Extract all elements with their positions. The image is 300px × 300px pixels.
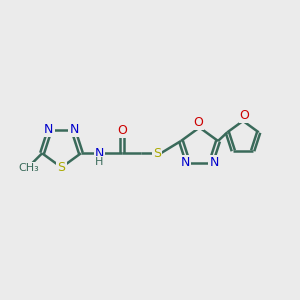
Text: O: O: [193, 116, 203, 129]
Text: H: H: [95, 157, 104, 167]
Text: N: N: [95, 147, 104, 160]
Text: N: N: [69, 123, 79, 136]
Text: CH₃: CH₃: [19, 163, 40, 173]
Text: N: N: [209, 156, 219, 169]
Text: O: O: [240, 109, 249, 122]
Text: N: N: [44, 123, 54, 136]
Text: O: O: [117, 124, 127, 137]
Text: S: S: [153, 147, 161, 160]
Text: S: S: [58, 161, 65, 174]
Text: N: N: [180, 156, 190, 169]
